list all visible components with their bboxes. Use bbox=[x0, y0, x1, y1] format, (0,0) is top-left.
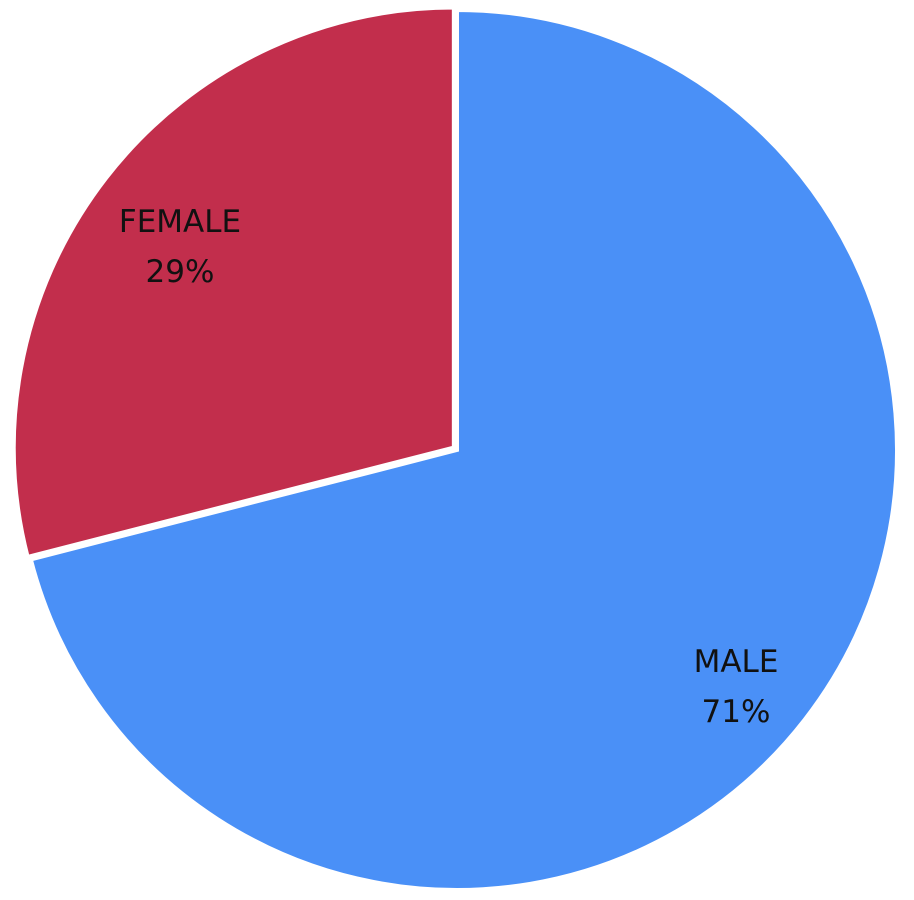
slice-label-male: MALE bbox=[694, 644, 779, 680]
pie-slice-female bbox=[11, 5, 456, 560]
slice-value-male: 71% bbox=[702, 694, 771, 730]
slice-label-female: FEMALE bbox=[119, 204, 241, 240]
slice-value-female: 29% bbox=[146, 254, 215, 290]
pie-slice-male bbox=[28, 7, 899, 892]
